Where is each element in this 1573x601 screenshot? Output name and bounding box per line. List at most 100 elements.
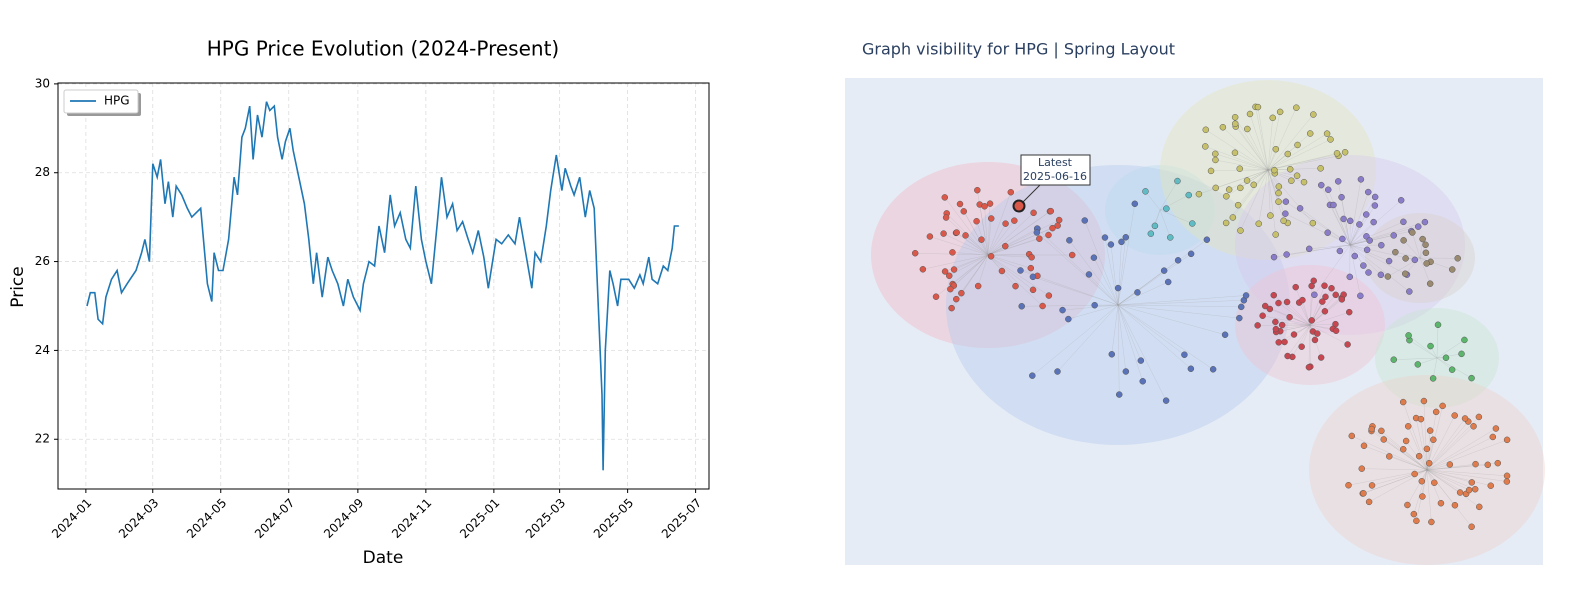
edge [1333, 204, 1351, 246]
node [1472, 460, 1479, 468]
edge [1426, 469, 1472, 483]
edge [1426, 428, 1496, 471]
node [953, 295, 960, 303]
node [960, 208, 968, 215]
node [1363, 246, 1371, 254]
node [1470, 423, 1477, 430]
node [1340, 215, 1347, 223]
edge [987, 203, 991, 256]
edge [1278, 302, 1311, 326]
y-axis-label: Price [8, 266, 28, 307]
node [1296, 205, 1304, 212]
edge [987, 212, 1034, 256]
node [1018, 303, 1025, 310]
node [1275, 183, 1283, 190]
edge [1349, 192, 1369, 246]
node [1370, 218, 1377, 226]
edge [1321, 185, 1351, 246]
node [1068, 251, 1076, 259]
edge [1267, 107, 1297, 171]
node [1414, 361, 1422, 368]
x-tick-label: 2025-03 [523, 496, 568, 541]
edge [1021, 304, 1119, 307]
node [1049, 224, 1056, 232]
node [1272, 325, 1280, 333]
node [1298, 343, 1305, 350]
x-tick-label: 2024-09 [321, 496, 366, 541]
edge [1403, 402, 1428, 471]
edge [1068, 304, 1119, 320]
node [1400, 218, 1407, 226]
node [1371, 193, 1379, 201]
node [1429, 375, 1437, 382]
node [1368, 482, 1376, 489]
annotation-date: 2025-06-16 [1023, 170, 1087, 183]
edge [1205, 129, 1269, 171]
edge [1426, 469, 1442, 504]
node [1432, 408, 1440, 416]
node [1207, 167, 1215, 175]
edge [1420, 419, 1428, 471]
node [949, 249, 956, 256]
node [1164, 278, 1172, 286]
edge [1225, 169, 1269, 224]
edge [1084, 220, 1119, 306]
node [1345, 308, 1353, 316]
node [1142, 188, 1149, 195]
node [1270, 291, 1278, 299]
node [1392, 248, 1399, 256]
node [1418, 477, 1426, 485]
node [1338, 296, 1346, 303]
node [1336, 247, 1344, 255]
node [1237, 227, 1244, 234]
edge [987, 210, 1051, 256]
node [1081, 217, 1089, 224]
edge [1343, 218, 1351, 246]
edge [1110, 244, 1119, 306]
node [1181, 351, 1188, 358]
annotation-box [1020, 154, 1091, 186]
edge [1267, 153, 1288, 171]
node [1309, 219, 1317, 227]
node [1419, 493, 1426, 500]
graph-title: Graph visibility for HPG | Spring Layout [862, 40, 1175, 59]
node [947, 285, 954, 293]
edge [1215, 153, 1269, 171]
edge [1159, 209, 1193, 224]
node [1137, 357, 1145, 364]
node [1293, 104, 1300, 111]
edge [1205, 146, 1269, 171]
node [1160, 267, 1168, 274]
edge [1235, 117, 1269, 171]
node [1351, 252, 1359, 260]
node [1356, 221, 1363, 228]
edge [987, 254, 1034, 290]
edge [1301, 324, 1311, 347]
node [1275, 189, 1282, 197]
y-tick-label: 24 [35, 343, 50, 357]
node [1236, 314, 1243, 322]
edge [1426, 469, 1491, 486]
edge [1309, 323, 1336, 326]
node [1411, 470, 1418, 478]
edge [1117, 241, 1122, 306]
node [1503, 472, 1511, 480]
edge [1267, 149, 1276, 171]
edge [943, 233, 989, 256]
node [1029, 372, 1036, 379]
node [1323, 130, 1331, 137]
node [1339, 235, 1346, 243]
node [1267, 212, 1274, 219]
node [1341, 149, 1349, 156]
edge [1246, 169, 1269, 181]
node [1439, 402, 1446, 410]
edge [1117, 304, 1242, 308]
node [1202, 126, 1210, 134]
edge [1349, 179, 1362, 246]
node [1234, 201, 1242, 209]
edge [1159, 180, 1178, 211]
node [1390, 356, 1398, 363]
edge [1232, 169, 1269, 218]
node [1458, 350, 1465, 358]
edge [1235, 123, 1269, 171]
